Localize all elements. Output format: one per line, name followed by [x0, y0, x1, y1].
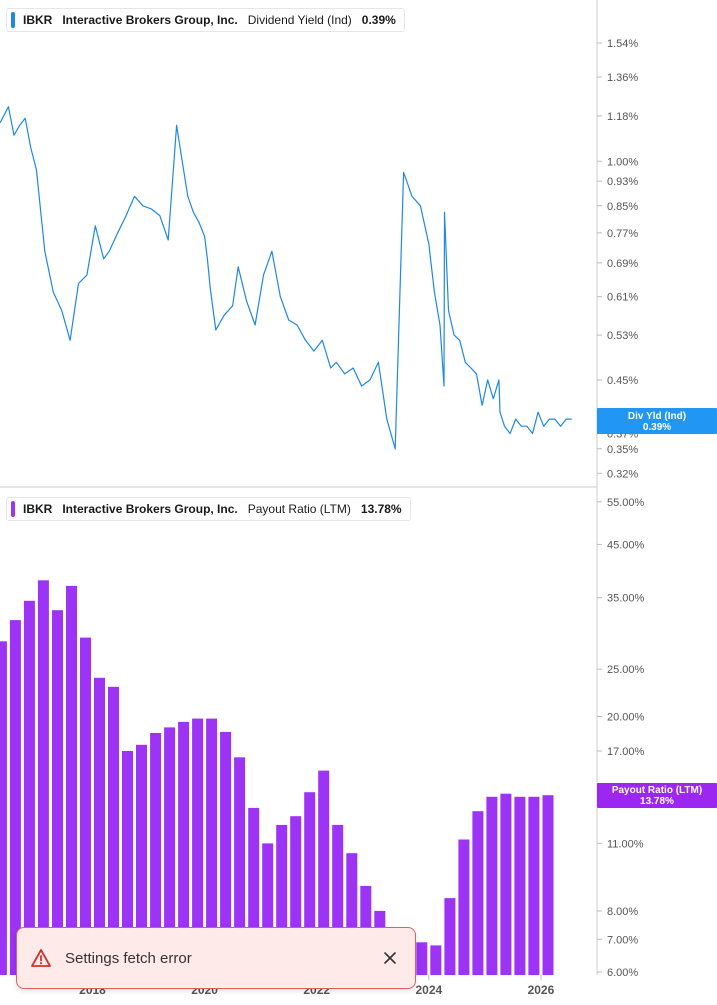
payout-bar[interactable] [276, 824, 288, 975]
x-tick-label: 2026 [528, 983, 555, 997]
payout-bar[interactable] [332, 824, 344, 975]
payout-ratio-panel: 6.00% 7.00% 8.00% 11.00% 17.00% 20.00% 25.00% 3… [0, 487, 717, 997]
payout-legend-metric: Payout Ratio (LTM) [247, 502, 351, 516]
yield-legend-company: Interactive Brokers Group, Inc. [62, 13, 238, 27]
payout-tick-label: 8.00% [607, 906, 638, 918]
payout-bar[interactable] [542, 795, 554, 975]
payout-bar[interactable] [304, 792, 316, 975]
yield-legend-ticker: IBKR [23, 13, 53, 27]
yield-tick-label: 0.69% [607, 258, 638, 270]
payout-bar[interactable] [500, 793, 512, 975]
payout-bar[interactable] [346, 853, 358, 975]
payout-legend: IBKR Interactive Brokers Group, Inc. Pay… [6, 497, 411, 521]
payout-tick-label: 20.00% [607, 711, 645, 723]
yield-tick-label: 0.93% [607, 176, 638, 188]
payout-bar[interactable] [150, 733, 162, 975]
yield-tick-label: 0.35% [607, 444, 638, 456]
payout-y-axis: 6.00% 7.00% 8.00% 11.00% 17.00% 20.00% 25.00% 3… [597, 497, 645, 979]
close-icon[interactable] [379, 947, 401, 969]
yield-legend-metric: Dividend Yield (Ind) [247, 13, 352, 27]
payout-bar[interactable] [192, 718, 204, 975]
yield-tag-label: Div Yld (Ind) [628, 411, 686, 422]
yield-tick-label: 0.61% [607, 292, 638, 304]
yield-tick-label: 0.85% [607, 201, 638, 213]
payout-bar[interactable] [262, 843, 274, 975]
payout-bar[interactable] [206, 718, 218, 975]
yield-value-tag: Div Yld (Ind) 0.39% [597, 408, 717, 434]
payout-bar[interactable] [416, 942, 428, 975]
payout-tick-label: 55.00% [607, 497, 645, 509]
payout-bar[interactable] [66, 585, 77, 975]
yield-y-axis: 0.32%0.35%0.37%0.45%0.53%0.61%0.69%0.77%… [597, 38, 638, 480]
x-tick-label: 2024 [415, 983, 442, 997]
payout-bar[interactable] [178, 721, 190, 975]
payout-tag-label: Payout Ratio (LTM) [612, 785, 702, 796]
yield-tick-label: 1.36% [607, 72, 638, 84]
yield-tick-label: 1.54% [607, 38, 638, 50]
yield-tick-label: 0.45% [607, 375, 638, 387]
payout-bar[interactable] [37, 580, 49, 975]
yield-tick-label: 1.18% [607, 111, 638, 123]
payout-bar[interactable] [234, 757, 246, 975]
payout-bar[interactable] [9, 620, 21, 975]
payout-tick-label: 35.00% [607, 593, 645, 605]
payout-bar[interactable] [23, 600, 35, 975]
payout-bar[interactable] [94, 677, 105, 975]
yield-tick-label: 0.77% [607, 228, 638, 240]
toast-message: Settings fetch error [65, 949, 192, 967]
payout-bar[interactable] [80, 637, 91, 975]
yield-legend: IBKR Interactive Brokers Group, Inc. Div… [6, 8, 405, 32]
payout-bar[interactable] [444, 898, 456, 975]
payout-bars [0, 580, 554, 976]
payout-legend-ticker: IBKR [23, 502, 53, 516]
payout-value-tag: Payout Ratio (LTM) 13.78% [597, 783, 717, 808]
payout-bar[interactable] [136, 744, 147, 975]
yield-tick-label: 0.32% [607, 468, 638, 480]
payout-bar[interactable] [164, 727, 176, 975]
payout-bar[interactable] [514, 796, 526, 975]
payout-bar[interactable] [220, 731, 232, 975]
payout-bar[interactable] [486, 796, 498, 975]
payout-tick-label: 6.00% [607, 967, 638, 979]
dividend-yield-line[interactable] [0, 106, 572, 450]
payout-tick-label: 25.00% [607, 664, 645, 676]
payout-bar[interactable] [290, 816, 302, 975]
payout-tick-label: 17.00% [607, 746, 645, 758]
payout-bar[interactable] [52, 610, 63, 975]
payout-bar[interactable] [528, 796, 540, 975]
yield-tick-label: 1.00% [607, 156, 638, 168]
payout-bar[interactable] [248, 807, 260, 975]
yield-tick-label: 0.53% [607, 330, 638, 342]
error-toast: Settings fetch error [16, 927, 416, 989]
yield-tag-value: 0.39% [643, 422, 671, 433]
payout-bar[interactable] [108, 686, 119, 975]
payout-tick-label: 7.00% [607, 934, 638, 946]
payout-tick-label: 45.00% [607, 539, 645, 551]
payout-bar[interactable] [472, 811, 484, 975]
payout-tag-value: 13.78% [640, 796, 674, 807]
yield-legend-swatch [11, 12, 15, 28]
payout-bar[interactable] [122, 751, 133, 975]
payout-bar[interactable] [458, 839, 470, 976]
payout-legend-company: Interactive Brokers Group, Inc. [62, 502, 238, 516]
payout-bar[interactable] [0, 641, 7, 975]
warning-triangle-icon [31, 949, 51, 967]
payout-tick-label: 11.00% [607, 838, 644, 850]
yield-legend-value: 0.39% [361, 13, 396, 27]
payout-legend-swatch [11, 501, 15, 517]
payout-bar[interactable] [318, 770, 330, 975]
dividend-yield-panel: 0.32%0.35%0.37%0.45%0.53%0.61%0.69%0.77%… [0, 0, 717, 487]
payout-bar[interactable] [430, 945, 442, 975]
payout-legend-value: 13.78% [360, 502, 402, 516]
